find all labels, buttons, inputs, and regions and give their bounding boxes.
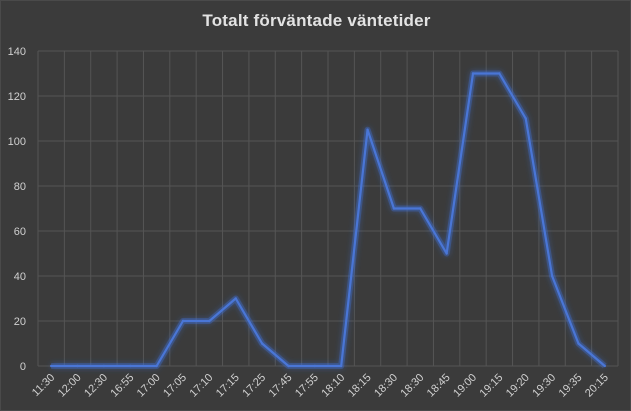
data-point	[287, 364, 290, 368]
x-tick-label: 11:30	[30, 372, 57, 399]
data-point	[339, 364, 343, 368]
data-point	[392, 207, 396, 210]
series-line	[51, 72, 606, 368]
data-point	[260, 342, 264, 345]
x-tick-label: 18:30	[372, 372, 400, 400]
data-point	[577, 342, 580, 345]
x-tick-label: 19:00	[451, 372, 479, 400]
data-point	[366, 128, 369, 131]
data-point	[313, 364, 317, 368]
x-tick-label: 19:35	[557, 372, 585, 400]
data-point	[498, 72, 501, 75]
y-tick-label: 80	[14, 181, 26, 193]
x-tick-label: 19:15	[478, 372, 506, 400]
x-tick-label: 12:30	[82, 372, 110, 400]
data-point	[208, 319, 211, 323]
gridlines	[37, 50, 619, 367]
x-tick-label: 17:10	[188, 372, 216, 400]
y-tick-label: 140	[8, 46, 26, 58]
data-point	[129, 364, 132, 368]
y-tick-label: 60	[14, 226, 26, 238]
x-tick-label: 18:30	[398, 372, 426, 400]
x-tick-label: 18:15	[346, 372, 374, 400]
data-point	[524, 117, 527, 120]
data-point	[76, 364, 79, 368]
data-point	[603, 364, 607, 368]
x-tick-label: 18:10	[319, 372, 347, 400]
data-point	[155, 364, 158, 368]
x-tick-label: 20:15	[583, 372, 611, 400]
x-tick-label: 19:30	[530, 372, 558, 400]
x-tick-label: 17:15	[214, 372, 242, 400]
x-tick-label: 17:05	[161, 372, 189, 400]
x-tick-label: 18:45	[425, 372, 453, 400]
x-tick-label: 12:00	[56, 372, 84, 400]
y-tick-label: 100	[8, 136, 26, 148]
data-point	[419, 207, 422, 210]
x-tick-label: 17:25	[240, 372, 268, 400]
y-tick-label: 20	[14, 316, 26, 328]
x-tick-label: 17:00	[135, 372, 163, 400]
y-tick-label: 40	[14, 271, 26, 283]
chart-title: Totalt förväntade väntetider	[202, 11, 431, 30]
data-point	[102, 364, 106, 368]
series-layer	[49, 70, 607, 369]
y-axis-ticks: 0 20 40 60 80 100 120 140	[8, 46, 26, 373]
data-point	[181, 319, 185, 323]
x-tick-label: 17:45	[267, 372, 295, 400]
x-axis-ticks: 11:3012:0012:3016:5517:0017:0517:1017:15…	[30, 372, 611, 400]
x-tick-label: 16:55	[108, 372, 136, 400]
data-point	[49, 364, 53, 368]
y-tick-label: 0	[20, 361, 26, 373]
data-point	[471, 72, 475, 75]
data-point	[550, 274, 554, 278]
data-point	[445, 252, 448, 255]
x-tick-label: 17:55	[293, 372, 321, 400]
y-tick-label: 120	[8, 91, 26, 103]
x-tick-label: 19:20	[504, 372, 532, 400]
data-point	[234, 297, 237, 300]
